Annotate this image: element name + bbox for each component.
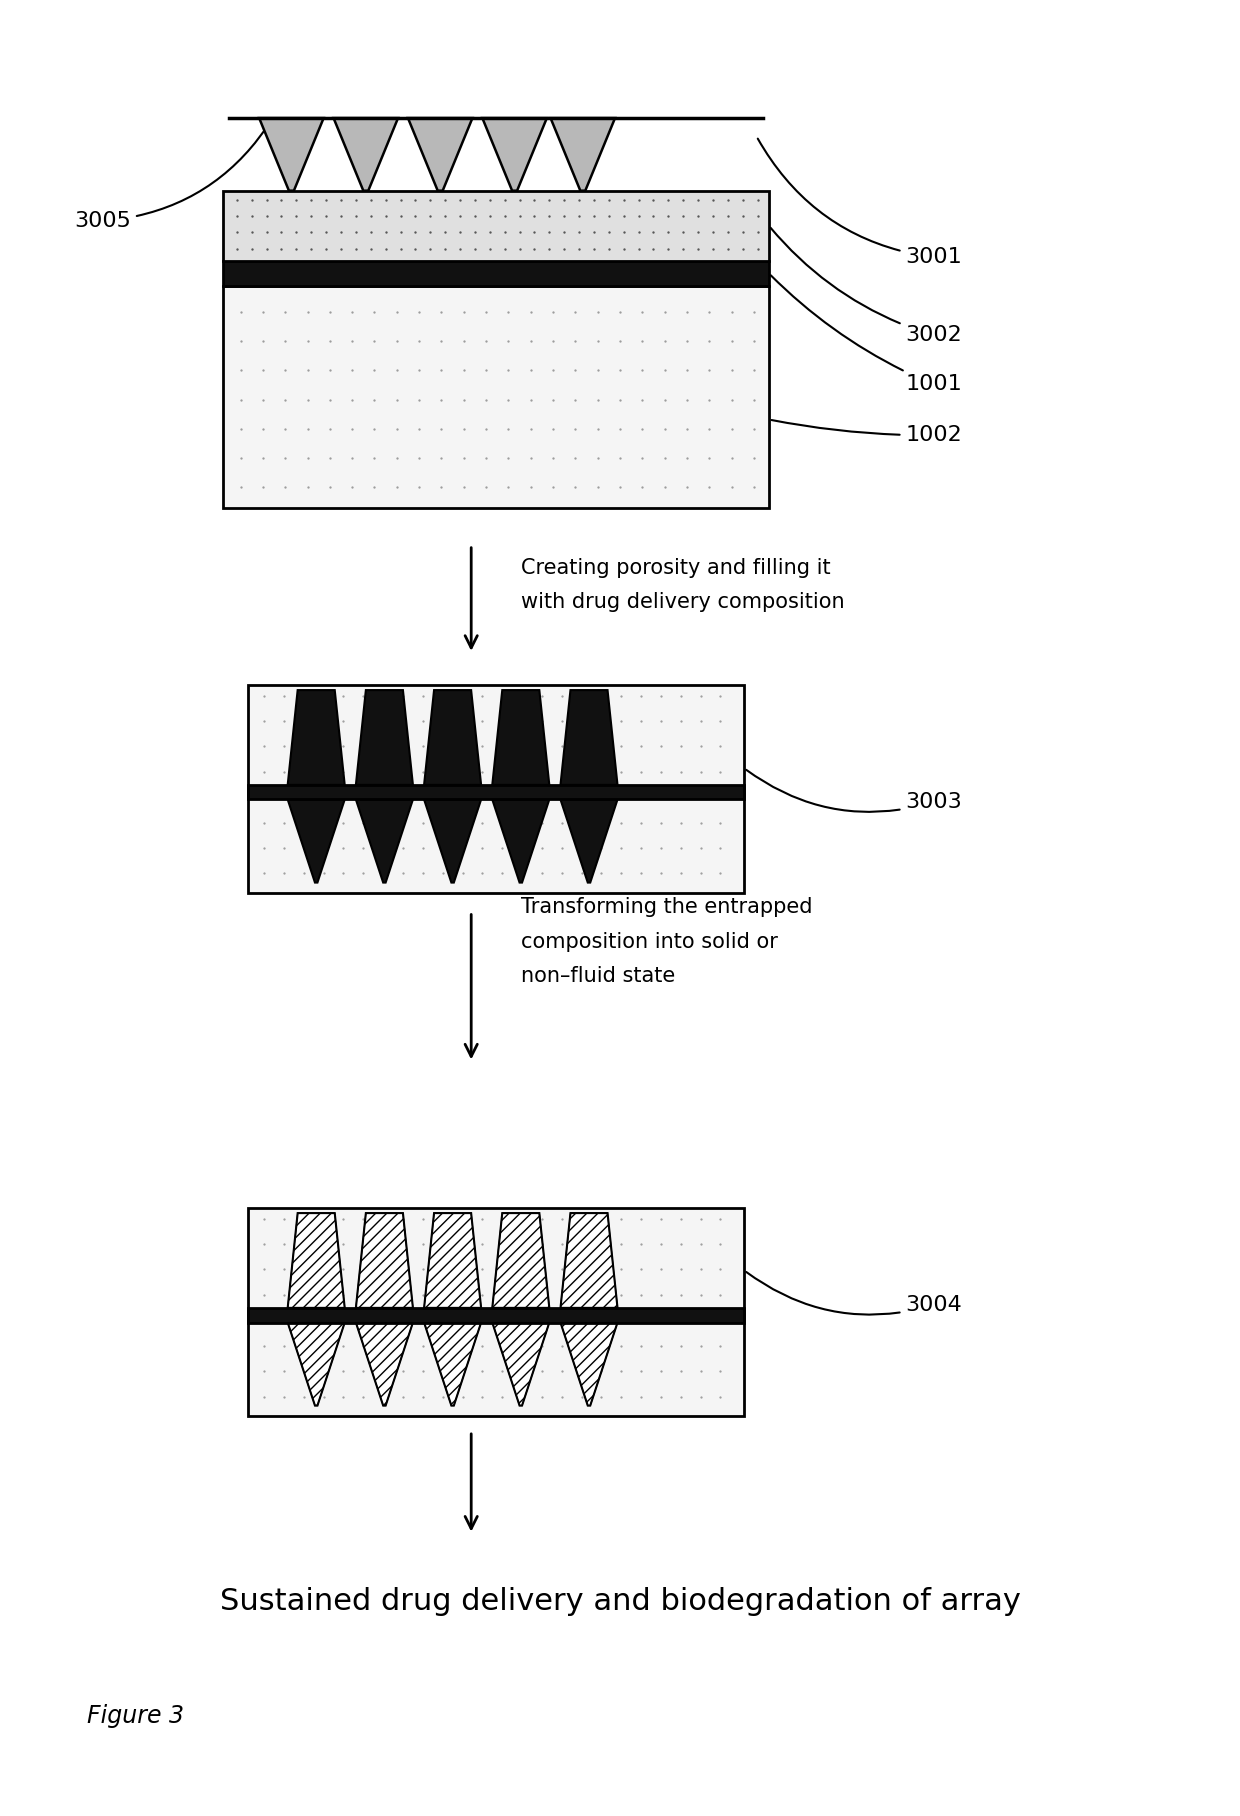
Polygon shape — [492, 1213, 549, 1308]
Polygon shape — [356, 1322, 413, 1406]
Bar — [248, 1208, 744, 1416]
Bar — [223, 287, 769, 508]
Polygon shape — [288, 1213, 345, 1308]
Polygon shape — [492, 799, 549, 883]
Bar — [248, 1308, 744, 1322]
Polygon shape — [288, 799, 345, 883]
Polygon shape — [408, 118, 472, 191]
Polygon shape — [551, 118, 615, 191]
Polygon shape — [492, 1322, 549, 1406]
Bar — [248, 685, 744, 893]
Polygon shape — [356, 799, 413, 883]
Text: Transforming the entrapped
composition into solid or
non–fluid state: Transforming the entrapped composition i… — [521, 897, 812, 986]
Text: 3003: 3003 — [746, 770, 962, 812]
Polygon shape — [334, 118, 398, 191]
Text: 1001: 1001 — [771, 276, 962, 394]
Polygon shape — [424, 690, 481, 785]
Polygon shape — [482, 118, 547, 191]
Text: Sustained drug delivery and biodegradation of array: Sustained drug delivery and biodegradati… — [219, 1587, 1021, 1616]
Text: Creating porosity and filling it
with drug delivery composition: Creating porosity and filling it with dr… — [521, 558, 844, 612]
Polygon shape — [424, 1322, 481, 1406]
Text: 3004: 3004 — [746, 1271, 962, 1315]
Bar — [223, 262, 769, 287]
Polygon shape — [560, 690, 618, 785]
Polygon shape — [424, 799, 481, 883]
Polygon shape — [288, 690, 345, 785]
Polygon shape — [259, 118, 324, 191]
Text: 3005: 3005 — [74, 120, 272, 231]
Bar — [223, 191, 769, 262]
Bar — [248, 785, 744, 799]
Polygon shape — [560, 799, 618, 883]
Polygon shape — [560, 1213, 618, 1308]
Polygon shape — [492, 690, 549, 785]
Polygon shape — [560, 1322, 618, 1406]
Polygon shape — [424, 1213, 481, 1308]
Polygon shape — [356, 1213, 413, 1308]
Text: Figure 3: Figure 3 — [87, 1703, 184, 1729]
Text: 1002: 1002 — [771, 419, 962, 445]
Polygon shape — [356, 690, 413, 785]
Text: 3002: 3002 — [770, 227, 962, 345]
Polygon shape — [288, 1322, 345, 1406]
Text: 3001: 3001 — [758, 138, 962, 267]
